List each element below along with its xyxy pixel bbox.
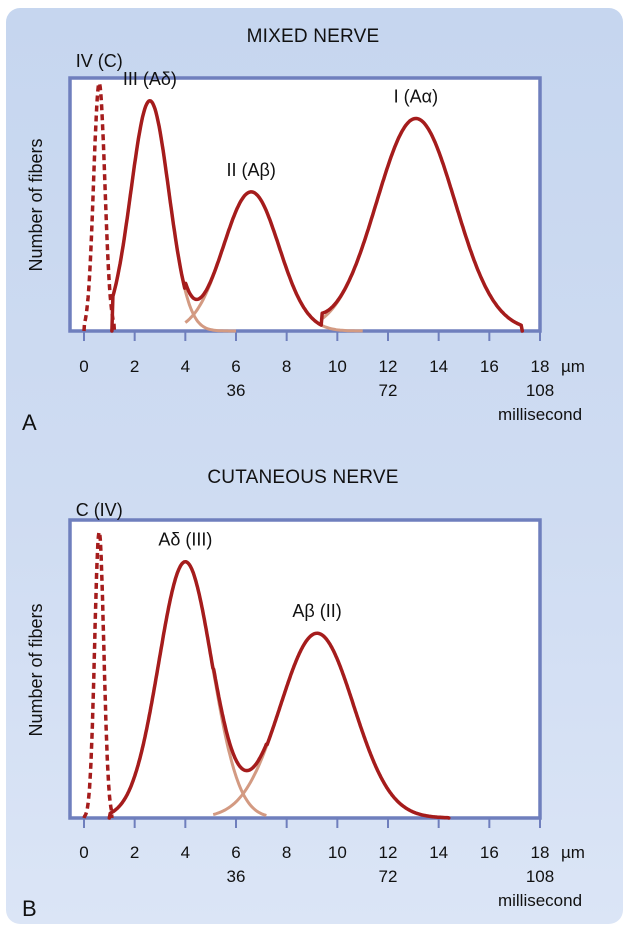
panel-mixed-nerve: MIXED NERVE 0 2 4 6 8 10 12 14 16 18 36 72 108 IV (C… bbox=[22, 26, 585, 435]
panel-letter: B bbox=[22, 896, 37, 921]
x-tick-label: 16 bbox=[480, 357, 499, 376]
x-tick-label: 8 bbox=[282, 357, 291, 376]
x-ticks: 0 2 4 6 8 10 12 14 16 18 36 72 108 bbox=[79, 331, 554, 400]
envelope-curve bbox=[107, 559, 451, 820]
curves bbox=[82, 79, 525, 333]
panel-letter: A bbox=[22, 410, 37, 435]
curves bbox=[82, 527, 451, 820]
time-tick-label: 36 bbox=[227, 381, 246, 400]
peak-label: IV (C) bbox=[76, 51, 123, 71]
x-tick-label: 4 bbox=[181, 843, 190, 862]
time-tick-label: 108 bbox=[526, 381, 554, 400]
x-tick-label: 10 bbox=[328, 357, 347, 376]
time-tick-label: 108 bbox=[526, 867, 554, 886]
envelope-curve bbox=[110, 99, 525, 333]
time-tick-label: 72 bbox=[379, 381, 398, 400]
time-tick-label: 36 bbox=[227, 867, 246, 886]
panel-cutaneous-nerve: CUTANEOUS NERVE 0 2 4 6 8 10 12 14 16 18 36 72 108 C… bbox=[22, 467, 585, 921]
x-tick-label: 4 bbox=[181, 357, 190, 376]
plot-area bbox=[68, 76, 542, 333]
x-tick-label: 18 bbox=[531, 357, 550, 376]
x-tick-label: 14 bbox=[429, 357, 448, 376]
x-tick-label: 18 bbox=[531, 843, 550, 862]
plot-area bbox=[68, 518, 542, 820]
c-fiber-curve bbox=[82, 527, 114, 819]
time-tick-label: 72 bbox=[379, 867, 398, 886]
x-tick-label: 12 bbox=[379, 843, 398, 862]
x-unit-label: µm bbox=[561, 357, 585, 376]
x-tick-label: 8 bbox=[282, 843, 291, 862]
x-tick-label: 0 bbox=[79, 357, 88, 376]
peak-label: I (Aα) bbox=[394, 86, 438, 106]
x-tick-label: 2 bbox=[130, 843, 139, 862]
y-axis-label: Number of fibers bbox=[26, 603, 46, 736]
x-tick-label: 12 bbox=[379, 357, 398, 376]
y-axis-label: Number of fibers bbox=[26, 138, 46, 271]
x-tick-label: 14 bbox=[429, 843, 448, 862]
panel-title: MIXED NERVE bbox=[247, 26, 380, 47]
x-tick-label: 6 bbox=[231, 843, 240, 862]
peak-label: Aβ (II) bbox=[292, 601, 341, 621]
x-unit-label: µm bbox=[561, 843, 585, 862]
peak-labels: C (IV) Aδ (III) Aβ (II) bbox=[76, 500, 342, 621]
x-tick-label: 16 bbox=[480, 843, 499, 862]
peak-label: III (Aδ) bbox=[123, 69, 177, 89]
x-ticks: 0 2 4 6 8 10 12 14 16 18 36 72 108 bbox=[79, 818, 554, 886]
time-unit-label: millisecond bbox=[498, 891, 582, 910]
peak-label: II (Aβ) bbox=[227, 160, 276, 180]
time-unit-label: millisecond bbox=[498, 405, 582, 424]
x-tick-label: 0 bbox=[79, 843, 88, 862]
x-tick-label: 10 bbox=[328, 843, 347, 862]
x-tick-label: 2 bbox=[130, 357, 139, 376]
peak-labels: IV (C)III (Aδ) II (Aβ) I (Aα) bbox=[76, 51, 438, 180]
x-tick-label: 6 bbox=[231, 357, 240, 376]
panel-title: CUTANEOUS NERVE bbox=[207, 467, 398, 488]
peak-label: Aδ (III) bbox=[158, 530, 212, 550]
peak-label: C (IV) bbox=[76, 500, 123, 520]
